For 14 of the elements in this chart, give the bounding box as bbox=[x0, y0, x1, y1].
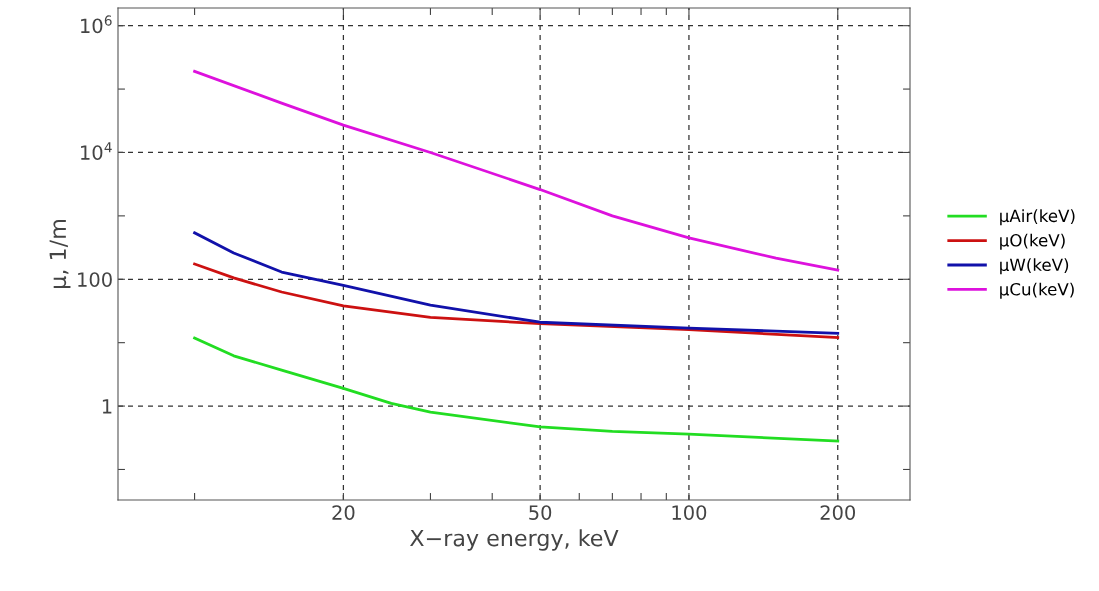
y-tick-label: 1 bbox=[102, 399, 112, 414]
x-tick-label: 50 bbox=[529, 505, 552, 520]
y-tick-label: 100 bbox=[78, 272, 112, 287]
legend-label: μCu(keV) bbox=[1000, 282, 1074, 299]
legend-label: μAir(keV) bbox=[1000, 209, 1075, 226]
legend-label: μO(keV) bbox=[1000, 233, 1065, 250]
y-tick-label: 10$^{6}$ bbox=[81, 15, 112, 34]
x-tick-label: 20 bbox=[332, 505, 355, 520]
legend-label: μW(keV) bbox=[1000, 258, 1069, 275]
x-axis-title: X−ray energy, keV bbox=[410, 529, 619, 551]
x-tick-label: 200 bbox=[820, 505, 856, 520]
y-axis-title: μ, 1/m bbox=[49, 220, 71, 288]
y-tick-label: 10$^{4}$ bbox=[81, 142, 112, 160]
x-tick-label: 100 bbox=[672, 505, 707, 520]
